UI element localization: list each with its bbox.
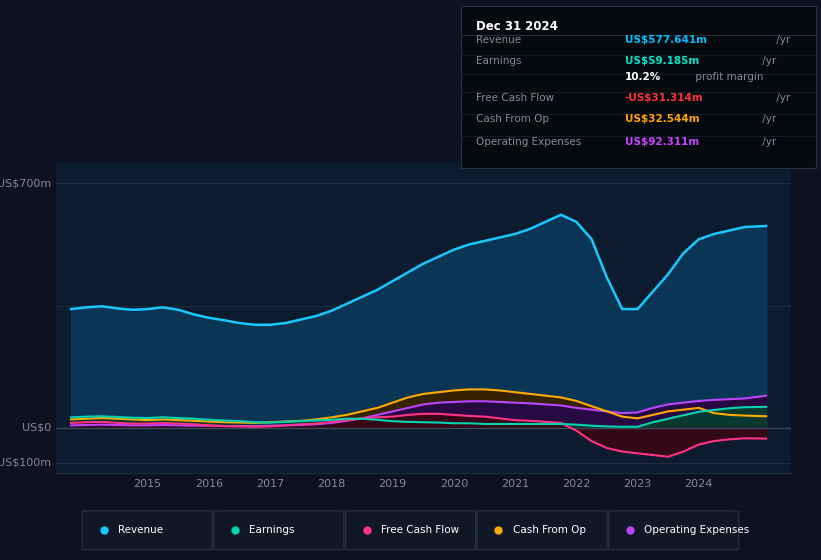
Text: -US$100m: -US$100m xyxy=(0,458,52,468)
Text: Free Cash Flow: Free Cash Flow xyxy=(475,93,553,103)
FancyBboxPatch shape xyxy=(213,511,344,550)
Text: Cash From Op: Cash From Op xyxy=(475,114,548,124)
Text: /yr: /yr xyxy=(759,114,777,124)
Text: US$700m: US$700m xyxy=(0,178,52,188)
Text: /yr: /yr xyxy=(773,93,790,103)
Text: Operating Expenses: Operating Expenses xyxy=(475,137,580,147)
FancyBboxPatch shape xyxy=(82,511,213,550)
Text: US$92.311m: US$92.311m xyxy=(625,137,699,147)
FancyBboxPatch shape xyxy=(346,511,475,550)
Text: US$577.641m: US$577.641m xyxy=(625,35,707,45)
Text: US$0: US$0 xyxy=(22,423,52,433)
Text: Dec 31 2024: Dec 31 2024 xyxy=(475,20,557,33)
Text: US$32.544m: US$32.544m xyxy=(625,114,699,124)
Text: /yr: /yr xyxy=(759,56,777,66)
Text: profit margin: profit margin xyxy=(692,72,764,82)
Text: Earnings: Earnings xyxy=(475,56,521,66)
Text: 10.2%: 10.2% xyxy=(625,72,661,82)
FancyBboxPatch shape xyxy=(608,511,739,550)
Text: -US$31.314m: -US$31.314m xyxy=(625,93,704,103)
Text: Cash From Op: Cash From Op xyxy=(512,525,585,535)
Text: US$59.185m: US$59.185m xyxy=(625,56,699,66)
Text: Revenue: Revenue xyxy=(475,35,521,45)
Text: Revenue: Revenue xyxy=(117,525,163,535)
Text: /yr: /yr xyxy=(759,137,777,147)
Text: /yr: /yr xyxy=(773,35,790,45)
FancyBboxPatch shape xyxy=(477,511,608,550)
Text: Operating Expenses: Operating Expenses xyxy=(644,525,750,535)
Text: Earnings: Earnings xyxy=(250,525,295,535)
Text: Free Cash Flow: Free Cash Flow xyxy=(381,525,459,535)
